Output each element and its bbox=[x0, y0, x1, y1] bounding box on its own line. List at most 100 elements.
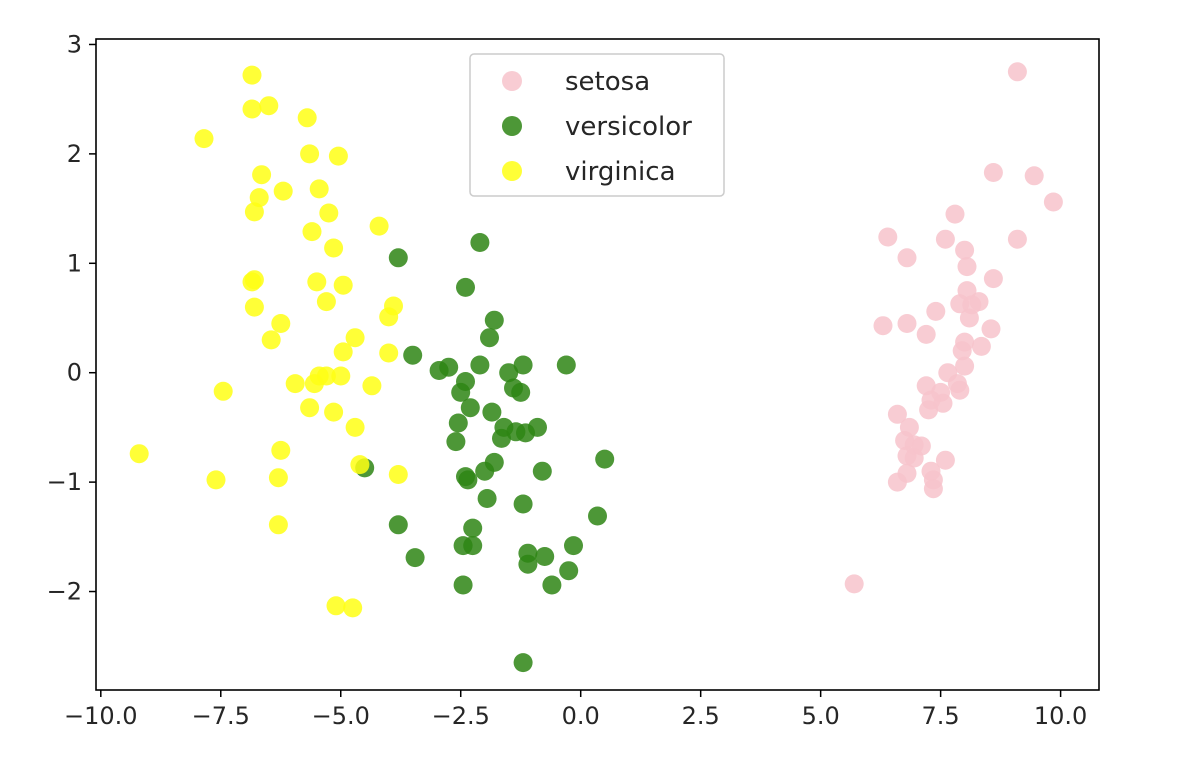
data-point bbox=[379, 343, 399, 363]
data-point bbox=[448, 413, 468, 433]
data-point bbox=[379, 307, 399, 327]
data-point bbox=[271, 440, 291, 460]
data-point bbox=[1043, 192, 1063, 212]
data-point bbox=[955, 356, 975, 376]
data-point bbox=[484, 310, 504, 330]
data-point bbox=[492, 428, 511, 448]
data-point bbox=[206, 470, 226, 490]
data-point bbox=[451, 382, 471, 402]
plot-frame bbox=[95, 38, 1100, 691]
data-point bbox=[952, 341, 972, 361]
data-point bbox=[935, 229, 955, 249]
data-point bbox=[935, 450, 955, 470]
x-tick-label: −7.5 bbox=[192, 702, 250, 730]
data-point bbox=[511, 382, 531, 402]
data-point bbox=[532, 461, 552, 481]
legend-label: virginica bbox=[565, 157, 676, 187]
data-point bbox=[362, 376, 382, 396]
data-point bbox=[904, 448, 924, 468]
y-axis: −2 −1 0 1 2 3 bbox=[47, 30, 96, 606]
y-tick-label: 0 bbox=[67, 359, 82, 387]
data-point bbox=[343, 598, 363, 618]
data-point bbox=[261, 330, 281, 350]
data-point bbox=[405, 548, 425, 568]
data-point bbox=[499, 363, 519, 383]
data-point bbox=[456, 277, 475, 297]
x-axis: −10.0 −7.5 −5.0 −2.5 0.0 2.5 5.0 7.5 10.0 bbox=[64, 690, 1087, 730]
data-point bbox=[916, 324, 936, 344]
y-tick-label: 1 bbox=[67, 249, 82, 277]
y-tick-label: 2 bbox=[67, 140, 82, 168]
data-point bbox=[324, 238, 344, 258]
data-point bbox=[470, 355, 490, 375]
data-point bbox=[564, 536, 583, 556]
data-point bbox=[556, 355, 576, 375]
series-setosa bbox=[844, 62, 1063, 594]
data-point bbox=[446, 432, 466, 452]
data-point bbox=[129, 444, 149, 464]
data-point bbox=[345, 417, 365, 437]
data-point bbox=[1007, 229, 1027, 249]
data-point bbox=[588, 506, 607, 526]
data-point bbox=[403, 345, 423, 365]
data-point bbox=[1007, 62, 1027, 82]
legend-box bbox=[469, 53, 725, 197]
data-point bbox=[595, 449, 615, 469]
x-tick-label: 7.5 bbox=[922, 702, 960, 730]
data-point bbox=[345, 328, 365, 348]
data-point bbox=[1024, 166, 1044, 186]
data-point bbox=[916, 376, 936, 396]
data-point bbox=[513, 355, 533, 375]
data-point bbox=[271, 314, 291, 333]
data-point bbox=[971, 336, 991, 356]
data-point bbox=[268, 468, 288, 488]
data-point bbox=[475, 461, 495, 481]
data-point bbox=[285, 374, 305, 394]
data-point bbox=[309, 179, 329, 199]
data-point bbox=[242, 99, 262, 119]
data-point bbox=[981, 319, 1001, 339]
x-tick-label: −2.5 bbox=[432, 702, 490, 730]
data-point bbox=[873, 316, 893, 336]
data-point bbox=[273, 181, 293, 201]
legend-marker bbox=[502, 71, 522, 91]
data-point bbox=[333, 275, 353, 295]
data-point bbox=[887, 472, 907, 492]
data-point bbox=[319, 203, 339, 223]
data-point bbox=[513, 653, 533, 673]
x-tick-label: 2.5 bbox=[682, 702, 720, 730]
data-point bbox=[955, 240, 975, 260]
data-point bbox=[326, 596, 346, 616]
data-point bbox=[300, 144, 320, 164]
data-point bbox=[535, 547, 555, 566]
data-point bbox=[244, 202, 264, 222]
legend-item-versicolor: versicolor bbox=[502, 112, 692, 142]
legend: setosa versicolor virginica bbox=[469, 53, 725, 197]
x-tick-label: 5.0 bbox=[802, 702, 840, 730]
data-point bbox=[324, 402, 344, 422]
data-point bbox=[302, 222, 322, 242]
data-point bbox=[259, 96, 279, 116]
data-point bbox=[297, 108, 317, 128]
legend-label: versicolor bbox=[565, 112, 692, 142]
legend-item-virginica: virginica bbox=[502, 157, 676, 187]
data-point bbox=[470, 233, 490, 252]
data-point bbox=[316, 292, 336, 312]
data-point bbox=[369, 216, 389, 236]
data-point bbox=[244, 297, 264, 317]
data-point bbox=[388, 248, 408, 268]
x-tick-label: −10.0 bbox=[64, 702, 138, 730]
y-tick-label: −2 bbox=[47, 578, 82, 606]
x-tick-label: −5.0 bbox=[312, 702, 370, 730]
data-point bbox=[331, 366, 351, 386]
data-point bbox=[388, 515, 408, 535]
data-point bbox=[460, 398, 480, 418]
data-point bbox=[528, 417, 547, 437]
data-point bbox=[333, 342, 353, 362]
data-point bbox=[897, 314, 917, 333]
data-point bbox=[482, 402, 502, 422]
legend-label: setosa bbox=[565, 67, 650, 97]
data-point bbox=[933, 393, 953, 413]
data-point bbox=[304, 374, 324, 394]
